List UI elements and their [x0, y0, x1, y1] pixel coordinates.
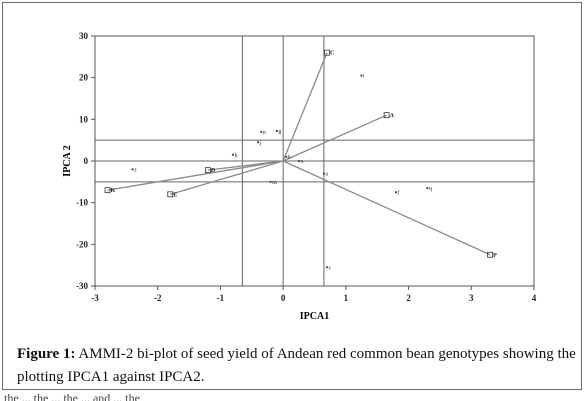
- genotype-point: [322, 172, 326, 175]
- x-tick-label: 4: [532, 293, 537, 303]
- environment-label: D: [211, 168, 216, 174]
- genotype-label: b: [288, 155, 291, 161]
- genotype-point: [131, 168, 134, 171]
- environment-label: A: [390, 113, 395, 119]
- y-tick-label: -10: [76, 198, 88, 208]
- x-tick-label: 3: [469, 293, 474, 303]
- environment-marker: [383, 112, 390, 119]
- environment-vectors: C A P K E D: [104, 49, 497, 259]
- genotype-label: z: [134, 167, 137, 173]
- genotype-label: g: [278, 129, 281, 135]
- genotype-label: a: [325, 172, 328, 178]
- environment-label: C: [330, 51, 334, 57]
- x-tick-label: 2: [406, 293, 411, 303]
- genotype-point: [256, 141, 260, 144]
- x-tick-label: -3: [91, 293, 99, 303]
- x-tick-label: -1: [217, 293, 225, 303]
- y-tick-label: 30: [79, 31, 89, 41]
- genotype-point: [260, 130, 263, 133]
- environment-label: K: [111, 188, 116, 194]
- environment-vector: [207, 160, 284, 171]
- x-axis-label: IPCA1: [300, 311, 329, 322]
- footer-text-fragment: the ... the ... the ... and ... the: [4, 392, 140, 401]
- x-tick-label: -2: [154, 293, 162, 303]
- genotype-point: [231, 153, 235, 156]
- genotype-point: [325, 266, 329, 269]
- environment-vector: [282, 52, 328, 162]
- genotype-point: [426, 186, 429, 190]
- genotype-point: [394, 191, 398, 194]
- environment-label: E: [173, 192, 177, 198]
- genotype-point: [285, 155, 288, 158]
- y-tick-label: -30: [76, 281, 88, 291]
- figure-caption: Figure 1: AMMI-2 bi-plot of seed yield o…: [17, 343, 577, 389]
- environment-marker: [324, 49, 330, 56]
- reference-lines: [95, 36, 534, 286]
- environment-label: P: [493, 253, 497, 259]
- genotype-label: n: [263, 130, 266, 136]
- environment-marker: [487, 251, 494, 258]
- genotype-label: q: [429, 186, 432, 192]
- genotype-label: h: [234, 153, 237, 159]
- genotype-point: [275, 129, 278, 133]
- environment-vector: [282, 160, 491, 256]
- environment-marker: [104, 187, 111, 194]
- genotype-label: f: [398, 189, 400, 196]
- y-axis-label: IPCA 2: [62, 145, 73, 176]
- genotype-label: s: [329, 265, 332, 271]
- y-tick-label: -20: [76, 239, 88, 249]
- genotype-point: [269, 180, 272, 183]
- genotype-label: j: [259, 140, 262, 146]
- caption-text: AMMI-2 bi-plot of seed yield of Andean r…: [17, 346, 576, 385]
- y-tick-label: 10: [79, 114, 89, 124]
- environment-marker: [167, 191, 174, 198]
- genotype-label: i: [363, 74, 365, 80]
- environment-vector: [282, 114, 387, 162]
- genotype-label: m: [272, 180, 277, 186]
- caption-label: Figure 1:: [17, 346, 76, 362]
- x-tick-label: 1: [344, 293, 349, 303]
- genotype-point: [297, 159, 300, 163]
- environment-vector: [170, 160, 284, 195]
- genotype-point: [360, 74, 363, 77]
- y-tick-label: 20: [79, 73, 89, 83]
- environment-marker: [204, 167, 211, 174]
- genotype-points: i n g j h b o z a m f q s: [131, 74, 432, 271]
- environment-vector: [107, 160, 284, 191]
- genotype-label: o: [300, 159, 303, 165]
- x-tick-label: 0: [281, 293, 286, 303]
- y-tick-label: 0: [84, 156, 89, 166]
